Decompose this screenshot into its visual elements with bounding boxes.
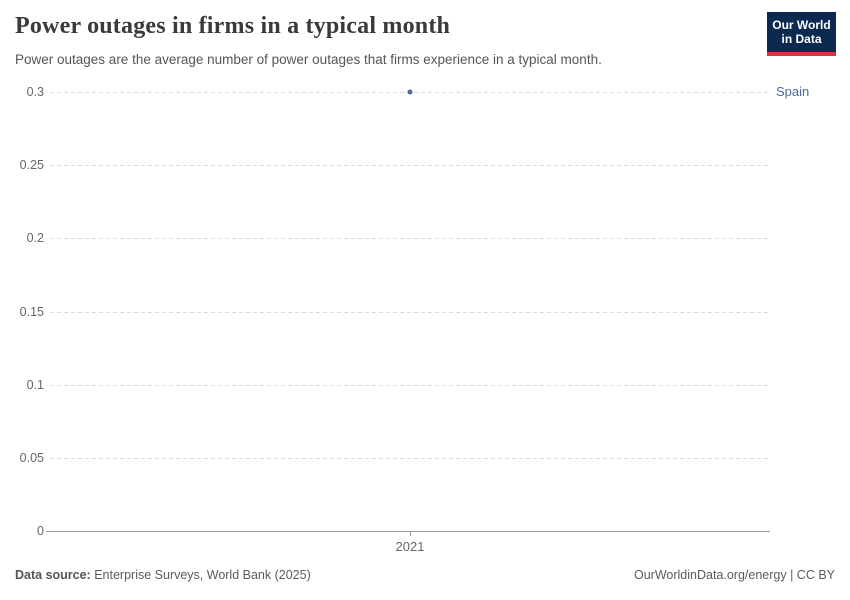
data-source-value: Enterprise Surveys, World Bank (2025): [90, 568, 311, 582]
plot-area: 2021 Spain: [46, 84, 809, 554]
series-label-spain[interactable]: Spain: [776, 84, 810, 99]
y-tick-label: 0.3: [26, 85, 44, 99]
chart-subtitle: Power outages are the average number of …: [15, 52, 602, 67]
y-tick-label: 0.05: [19, 450, 44, 465]
y-tick-label: 0.25: [19, 158, 44, 173]
x-tick-label: 2021: [395, 539, 425, 554]
x-axis-line: [46, 531, 770, 532]
gridline: [50, 311, 770, 313]
y-tick-label: 0.15: [19, 304, 44, 319]
attribution-link[interactable]: OurWorldinData.org/energy | CC BY: [633, 568, 835, 582]
y-tick-label: 0.2: [26, 231, 44, 246]
data-source-label: Data source:: [15, 568, 91, 582]
chart-title: Power outages in firms in a typical mont…: [15, 13, 451, 39]
owid-logo-line2: in Data: [781, 32, 822, 47]
y-tick-label: 0.1: [26, 377, 44, 392]
data-source-note: Data source: Enterprise Surveys, World B…: [15, 568, 311, 582]
chart-footer: Data source: Enterprise Surveys, World B…: [15, 568, 835, 582]
gridline: [50, 384, 770, 386]
x-tick-mark: [409, 531, 411, 536]
gridline: [50, 165, 770, 167]
gridline: [50, 457, 770, 459]
chart-canvas: 2021 Spain 0 0.05 0.1 0.15 0.2 0.25 0.3: [0, 84, 850, 554]
gridline: [50, 238, 770, 240]
y-tick-label: 0: [37, 524, 44, 538]
owid-logo: Our World in Data: [767, 12, 836, 56]
data-point-spain[interactable]: [407, 89, 413, 95]
owid-logo-line1: Our World: [772, 18, 831, 32]
